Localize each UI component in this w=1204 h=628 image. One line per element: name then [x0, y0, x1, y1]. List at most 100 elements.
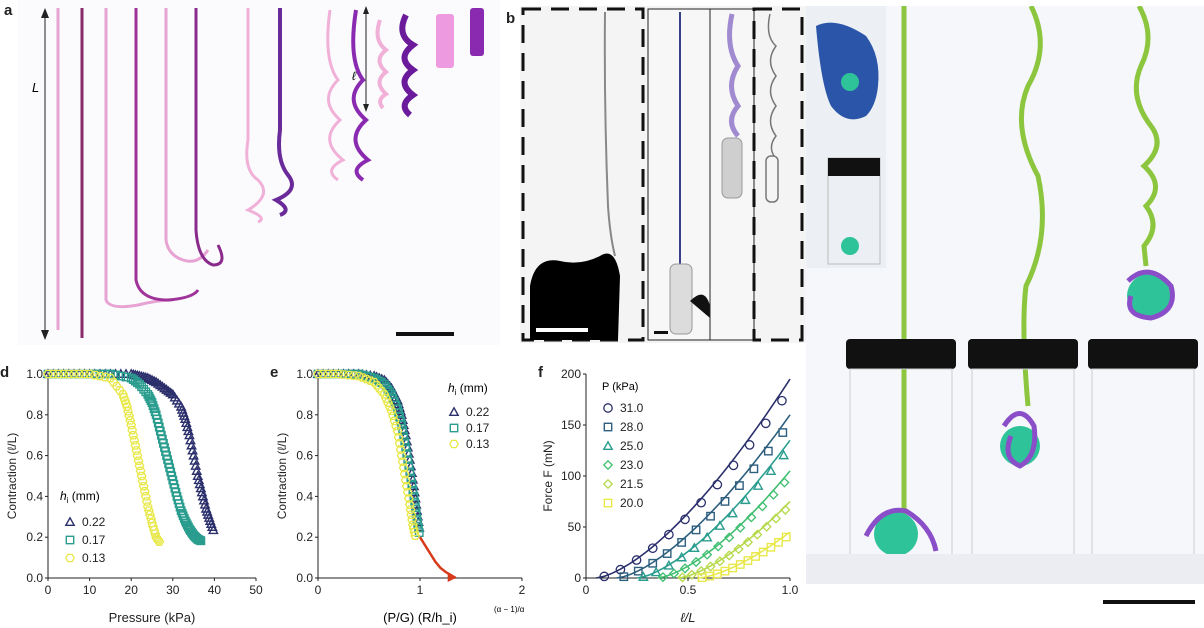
data-point — [63, 369, 74, 379]
fit-curve — [596, 378, 791, 579]
data-point — [779, 477, 790, 488]
legend-marker — [448, 406, 460, 417]
x-tick-label: 50 — [249, 583, 263, 597]
data-point — [648, 558, 658, 568]
data-point — [758, 547, 768, 557]
y-tick-label: 100 — [561, 469, 581, 483]
series-0.22 — [42, 368, 219, 535]
data-point — [124, 411, 135, 421]
data-point — [146, 374, 158, 385]
data-point — [774, 537, 783, 547]
data-point — [142, 502, 153, 511]
data-point — [599, 571, 610, 582]
y-tick-label: 0.6 — [26, 449, 43, 463]
x-tick-label: 1.0 — [782, 583, 799, 597]
inset-ball-top — [841, 73, 859, 91]
inset-ball-bottom — [841, 237, 859, 255]
data-point — [132, 451, 143, 460]
data-point — [179, 413, 191, 423]
legend-marker — [602, 440, 614, 451]
legend-title: P (kPa) — [602, 381, 638, 393]
data-point — [401, 481, 412, 491]
data-point — [406, 510, 417, 520]
data-point — [386, 406, 397, 416]
b-paperclip — [765, 155, 779, 203]
x-tick-label: 0 — [315, 583, 322, 597]
legend-label: 25.0 — [620, 439, 644, 453]
data-point — [768, 489, 779, 500]
scale-bar-b1 — [536, 328, 588, 332]
y-tick-label: 200 — [561, 367, 581, 381]
data-point — [123, 406, 134, 416]
series-31.0 — [596, 378, 791, 582]
data-point — [395, 445, 406, 454]
data-point — [712, 479, 723, 490]
data-point — [751, 552, 760, 561]
data-point — [323, 369, 334, 379]
data-point — [677, 572, 688, 583]
x-tick-label: 0 — [45, 583, 52, 597]
data-point — [126, 420, 137, 430]
data-point — [662, 549, 672, 558]
panel-b-photo — [520, 6, 806, 343]
data-point — [361, 374, 372, 384]
model-curve — [418, 536, 457, 580]
data-point — [313, 369, 323, 379]
data-point — [657, 572, 669, 583]
series-0.13 — [43, 369, 165, 547]
data-point — [724, 532, 735, 543]
data-point — [48, 369, 59, 379]
data-point — [161, 384, 172, 394]
data-point — [163, 385, 175, 396]
legend-label: 31.0 — [620, 401, 644, 415]
b-tube-1 — [603, 11, 616, 257]
data-point — [398, 426, 408, 436]
data-point — [154, 537, 165, 547]
legend-marker — [449, 439, 459, 449]
data-point — [328, 369, 339, 379]
data-point — [399, 469, 410, 479]
data-point — [198, 494, 210, 505]
panel-a-drawing: L ℓ — [32, 6, 484, 340]
tube-6 — [194, 8, 224, 267]
data-point — [720, 496, 730, 506]
x-tick-label: 0 — [583, 583, 590, 597]
y-tick-label: 150 — [561, 418, 581, 432]
y-tick-label: 0.4 — [26, 489, 43, 503]
data-point — [679, 563, 691, 574]
data-point — [397, 457, 408, 467]
legend-label: 20.0 — [620, 496, 644, 510]
legend-label: 0.22 — [466, 405, 490, 419]
data-point — [676, 551, 688, 562]
panel-label-b: b — [506, 10, 516, 27]
b-spring — [767, 13, 778, 157]
ball-lifted — [1127, 274, 1171, 318]
data-point — [58, 369, 69, 379]
ball-bottom — [874, 512, 918, 556]
data-point — [410, 531, 421, 540]
c-tube-coiled — [1133, 6, 1160, 267]
data-point — [138, 481, 149, 491]
panel-label-f: f — [538, 364, 543, 381]
tube-12 — [399, 13, 419, 118]
legend-marker — [603, 422, 613, 432]
chart-e: 0.0 0.2 0.4 0.6 0.8 1.0 0 1 2 (P/G) (R/h_i) (α − 1… — [275, 367, 526, 625]
panel-a-photo: L ℓ — [18, 0, 500, 345]
data-point — [105, 373, 116, 383]
data-point — [43, 369, 53, 379]
legend-title: hi (mm) — [60, 489, 100, 505]
data-point — [392, 426, 403, 436]
data-point — [137, 476, 148, 486]
data-point — [397, 420, 407, 430]
data-point — [382, 398, 393, 407]
data-point — [761, 521, 772, 532]
data-point — [131, 446, 142, 455]
data-point — [122, 402, 132, 411]
tube-10 — [351, 9, 372, 182]
legend-marker — [65, 553, 75, 563]
tube-5 — [164, 8, 210, 263]
data-point — [154, 379, 166, 390]
tube-7 — [244, 8, 266, 224]
data-point — [139, 487, 150, 496]
data-point — [742, 536, 754, 548]
